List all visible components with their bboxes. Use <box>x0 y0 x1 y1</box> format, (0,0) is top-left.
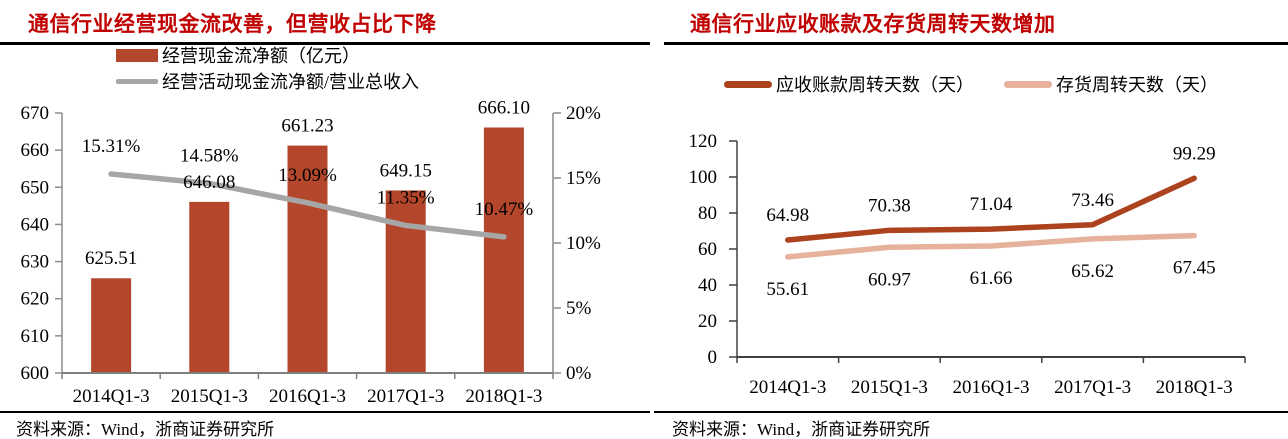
y-axis-tick-label: 0 <box>708 347 718 368</box>
ratio-value-label: 13.09% <box>278 165 337 186</box>
inventory-value-label: 61.66 <box>970 268 1013 289</box>
legend-item-receivable-line: 应收账款周转天数（天） <box>724 72 974 96</box>
receivable-days-line <box>785 175 1197 243</box>
inventory-series-swatch <box>1004 80 1052 88</box>
legend-label-inventory: 存货周转天数（天） <box>1056 75 1218 95</box>
bar-value-label: 661.23 <box>281 116 333 137</box>
left-axis-tick-label: 600 <box>21 363 50 384</box>
ratio-value-label: 14.58% <box>180 145 239 166</box>
cashflow-title-rule <box>0 42 650 45</box>
y-axis-tick-label: 60 <box>698 239 717 260</box>
ratio-value-label: 11.35% <box>377 187 435 208</box>
turnover-chart-legend: 应收账款周转天数（天） 存货周转天数（天） <box>654 72 1288 96</box>
ratio-value-label: 15.31% <box>82 136 141 157</box>
receivable-series-swatch <box>724 80 772 88</box>
right-axis-tick-label: 5% <box>566 298 592 319</box>
left-axis-tick-label: 650 <box>21 177 50 198</box>
x-axis-label: 2014Q1-3 <box>749 377 826 398</box>
cashflow-chart-legend: 经营现金流净额（亿元） 经营活动现金流净额/营业总收入 <box>116 42 419 94</box>
x-axis-label: 2018Q1-3 <box>465 386 542 407</box>
right-axis-tick-label: 20% <box>566 103 601 124</box>
turnover-chart-panel: 通信行业应收账款及存货周转天数增加 0 20 40 60 80 100 120 2014Q1-… <box>654 0 1288 439</box>
x-axis-label: 2016Q1-3 <box>952 377 1029 398</box>
inventory-value-label: 60.97 <box>868 269 911 290</box>
cashflow-bar <box>483 127 524 372</box>
cashflow-bar <box>189 201 230 372</box>
bar-value-label: 666.10 <box>478 97 530 118</box>
y-axis-tick-label: 120 <box>689 131 718 152</box>
x-axis-label: 2017Q1-3 <box>1054 377 1131 398</box>
ratio-line <box>108 171 507 240</box>
legend-label-receivable: 应收账款周转天数（天） <box>776 75 974 95</box>
x-axis-label: 2018Q1-3 <box>1156 377 1233 398</box>
inventory-days-line <box>785 232 1197 260</box>
bar-value-label: 649.15 <box>380 160 432 181</box>
cashflow-chart-title: 通信行业经营现金流改善，但营收占比下降 <box>28 13 437 36</box>
bar-value-label: 625.51 <box>85 248 137 269</box>
inventory-value-label: 65.62 <box>1071 261 1114 282</box>
x-axis-label: 2017Q1-3 <box>367 386 444 407</box>
inventory-value-label: 67.45 <box>1173 258 1216 279</box>
legend-item-cashflow-bar: 经营现金流净额（亿元） <box>116 42 419 68</box>
left-axis-tick-label: 670 <box>21 103 50 124</box>
receivable-value-label: 73.46 <box>1071 190 1114 211</box>
left-axis-tick-label: 630 <box>21 252 50 273</box>
turnover-title-rule <box>664 42 1288 45</box>
receivable-value-label: 64.98 <box>766 205 809 226</box>
x-axis-label: 2016Q1-3 <box>269 386 346 407</box>
legend-label-cashflow-bar: 经营现金流净额（亿元） <box>162 46 360 66</box>
legend-label-ratio-line: 经营活动现金流净额/营业总收入 <box>162 72 419 92</box>
cashflow-bar <box>385 190 426 372</box>
x-axis-label: 2015Q1-3 <box>851 377 928 398</box>
cashflow-source-rule <box>0 411 650 413</box>
legend-item-inventory-line: 存货周转天数（天） <box>1004 72 1218 96</box>
cashflow-combo-chart-canvas: 600 610 620 630 640 650 660 670 0% 5% 10% 15% 20% 201… <box>21 97 602 407</box>
x-axis-label: 2015Q1-3 <box>171 386 248 407</box>
right-axis-tick-label: 10% <box>566 233 601 254</box>
left-axis-tick-label: 620 <box>21 289 50 310</box>
inventory-value-label: 55.61 <box>766 279 809 300</box>
ratio-value-label: 10.47% <box>475 199 534 220</box>
receivable-value-label: 70.38 <box>868 195 911 216</box>
x-axis-label: 2014Q1-3 <box>73 386 150 407</box>
y-axis-tick-label: 40 <box>698 275 717 296</box>
cashflow-bar <box>91 278 132 372</box>
cashflow-bar <box>287 145 328 372</box>
receivable-value-label: 71.04 <box>970 194 1013 215</box>
y-axis-tick-label: 80 <box>698 203 717 224</box>
receivable-value-label: 99.29 <box>1173 143 1216 164</box>
turnover-source-text: 资料来源：Wind，浙商证券研究所 <box>672 420 931 439</box>
cashflow-chart-panel: 通信行业经营现金流改善，但营收占比下降 600 610 620 630 640 650 66… <box>0 13 650 439</box>
legend-item-ratio-line: 经营活动现金流净额/营业总收入 <box>116 68 419 94</box>
turnover-line-chart-canvas: 0 20 40 60 80 100 120 2014Q1-3 2015Q1-3 2016Q1-3 2… <box>689 131 1246 398</box>
y-axis-tick-label: 100 <box>689 167 718 188</box>
turnover-source-rule <box>654 411 1288 413</box>
turnover-chart-title: 通信行业应收账款及存货周转天数增加 <box>690 13 1056 36</box>
bar-series-swatch <box>116 48 158 62</box>
line-series-swatch <box>116 78 158 84</box>
cashflow-source-text: 资料来源：Wind，浙商证券研究所 <box>16 420 275 439</box>
left-axis-tick-label: 640 <box>21 214 50 235</box>
y-axis-tick-label: 20 <box>698 311 717 332</box>
right-axis-tick-label: 15% <box>566 168 601 189</box>
left-axis-tick-label: 660 <box>21 140 50 161</box>
left-axis-tick-label: 610 <box>21 326 50 347</box>
bar-value-label: 646.08 <box>183 172 235 193</box>
right-axis-tick-label: 0% <box>566 363 592 384</box>
